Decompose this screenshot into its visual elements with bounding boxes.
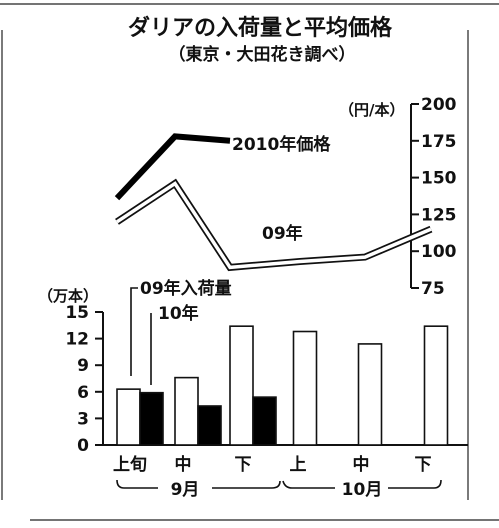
x-category-labels: 上旬 中 下 上 中 下 xyxy=(113,454,432,475)
month-label-september: 9月 xyxy=(171,480,200,500)
bar-10-1 xyxy=(197,405,222,446)
x-label-9-late: 下 xyxy=(235,455,252,475)
volume-tick-label-0: 0 xyxy=(77,436,89,456)
bar-09-0 xyxy=(116,388,141,446)
bracket-september xyxy=(116,479,281,489)
chart-subtitle: （東京・大田花き調べ） xyxy=(169,44,356,65)
bar-09-3 xyxy=(292,330,318,446)
legend-09-volume: 09年入荷量 xyxy=(140,278,232,299)
volume-tick-label-12: 12 xyxy=(65,330,89,350)
price-tick-label-175: 175 xyxy=(421,132,457,152)
legend-10-volume: 10年 xyxy=(158,303,199,324)
volume-y-axis xyxy=(102,312,468,446)
volume-tick-label-6: 6 xyxy=(77,383,89,403)
price-tick-label-200: 200 xyxy=(421,95,457,115)
series-09-price-line xyxy=(116,181,432,270)
x-label-9-mid: 中 xyxy=(175,454,192,475)
volume-tick-label-9: 9 xyxy=(77,356,89,376)
bracket-october xyxy=(282,479,442,489)
x-label-10-mid: 中 xyxy=(353,454,370,475)
bar-09-1 xyxy=(174,376,199,446)
legend-09-price: 09年 xyxy=(262,223,303,244)
bars-group xyxy=(116,325,449,446)
price-tick-label-75: 75 xyxy=(421,279,445,299)
volume-unit-label: （万本） xyxy=(38,287,98,305)
month-label-october: 10月 xyxy=(342,480,383,500)
price-lines xyxy=(114,133,433,272)
bar-09-5 xyxy=(423,325,449,446)
volume-tick-group: 15 12 9 6 3 0 xyxy=(65,303,103,456)
legend-09-leader xyxy=(130,287,138,376)
price-tick-group: 200 175 150 125 100 75 xyxy=(411,95,457,299)
chart-title: ダリアの入荷量と平均価格 xyxy=(128,15,393,41)
x-label-10-early: 上 xyxy=(290,455,307,475)
x-label-9-early: 上旬 xyxy=(113,454,147,475)
price-tick-label-150: 150 xyxy=(421,169,457,189)
price-unit-label: （円/本） xyxy=(339,101,404,119)
x-label-10-late: 下 xyxy=(415,455,432,475)
legend-2010-price: 2010年価格 xyxy=(232,134,331,155)
bar-10-0 xyxy=(139,391,164,446)
price-y-axis: （円/本） xyxy=(339,101,412,288)
bar-09-2 xyxy=(229,325,254,446)
series-2010-price-line xyxy=(114,133,231,201)
volume-tick-label-15: 15 xyxy=(65,303,89,323)
price-tick-label-125: 125 xyxy=(421,205,457,225)
bar-10-2 xyxy=(252,396,277,446)
bar-09-4 xyxy=(357,343,383,446)
price-tick-label-100: 100 xyxy=(421,242,457,262)
volume-tick-label-3: 3 xyxy=(77,409,89,429)
